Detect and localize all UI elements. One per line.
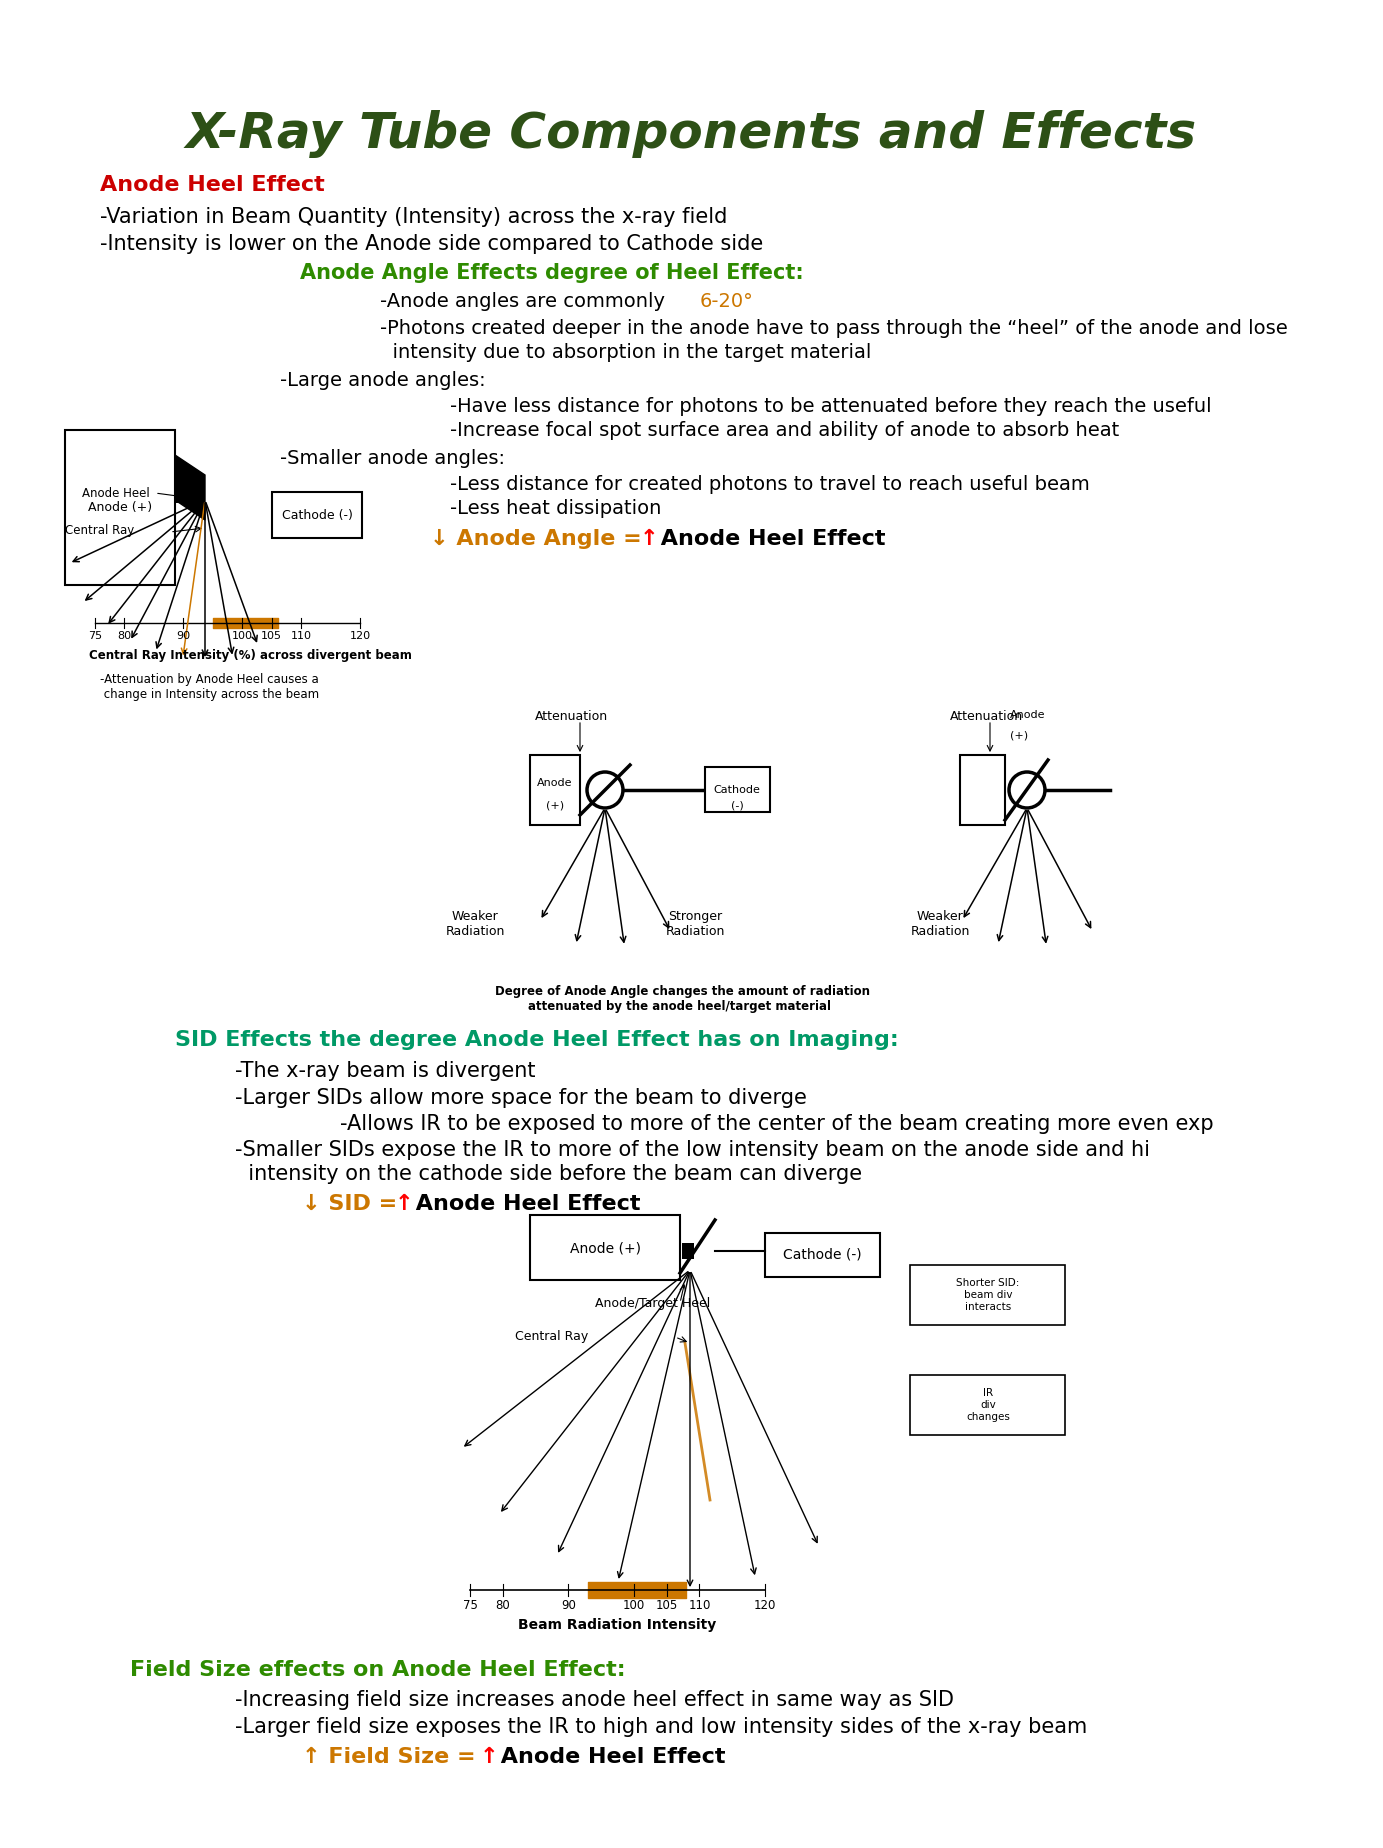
Text: 90: 90	[561, 1599, 575, 1611]
Text: ↓ Anode Angle =: ↓ Anode Angle =	[430, 529, 650, 549]
Text: Attenuation: Attenuation	[535, 710, 609, 723]
Bar	[530, 756, 579, 824]
Text: ↓ SID =: ↓ SID =	[301, 1194, 405, 1214]
Text: Anode Angle Effects degree of Heel Effect:: Anode Angle Effects degree of Heel Effec…	[300, 262, 804, 283]
Text: SID Effects the degree Anode Heel Effect has on Imaging:: SID Effects the degree Anode Heel Effect…	[176, 1029, 899, 1050]
Text: 105: 105	[261, 630, 282, 641]
Text: 100: 100	[622, 1599, 644, 1611]
Text: Weaker
Radiation: Weaker Radiation	[445, 909, 505, 939]
Text: ↑: ↑	[640, 529, 658, 549]
Text: intensity on the cathode side before the beam can diverge: intensity on the cathode side before the…	[235, 1164, 862, 1185]
Text: ↑: ↑	[396, 1194, 414, 1214]
Bar	[176, 497, 205, 503]
Text: (-): (-)	[730, 800, 744, 809]
Text: Central Ray Intensity (%) across divergent beam: Central Ray Intensity (%) across diverge…	[89, 649, 411, 662]
Text: -Smaller SIDs expose the IR to more of the low intensity beam on the anode side : -Smaller SIDs expose the IR to more of t…	[235, 1140, 1151, 1161]
Text: 110: 110	[290, 630, 311, 641]
Text: Anode Heel Effect: Anode Heel Effect	[100, 176, 325, 196]
Text: -Variation in Beam Quantity (Intensity) across the x-ray field: -Variation in Beam Quantity (Intensity) …	[100, 207, 727, 227]
Text: -Larger SIDs allow more space for the beam to diverge: -Larger SIDs allow more space for the be…	[235, 1088, 806, 1109]
Text: 120: 120	[350, 630, 371, 641]
Text: Anode Heel Effect: Anode Heel Effect	[653, 529, 885, 549]
Text: 75: 75	[462, 1599, 477, 1611]
Text: 105: 105	[656, 1599, 678, 1611]
Text: -Increasing field size increases anode heel effect in same way as SID: -Increasing field size increases anode h…	[235, 1691, 954, 1709]
Text: (+): (+)	[1010, 730, 1028, 739]
Bar	[960, 756, 1005, 824]
Text: ↑ Field Size =: ↑ Field Size =	[301, 1746, 484, 1767]
Text: Weaker
Radiation: Weaker Radiation	[910, 909, 969, 939]
Bar	[65, 431, 176, 586]
Bar	[530, 1214, 680, 1281]
Bar	[705, 767, 770, 811]
Text: Stronger
Radiation: Stronger Radiation	[665, 909, 725, 939]
Text: Anode (+): Anode (+)	[570, 1242, 640, 1255]
Text: 80: 80	[118, 630, 131, 641]
Text: Attenuation: Attenuation	[950, 710, 1023, 723]
Text: Anode: Anode	[537, 778, 573, 787]
Text: IR
div
changes: IR div changes	[967, 1388, 1010, 1421]
Text: -Larger field size exposes the IR to high and low intensity sides of the x-ray b: -Larger field size exposes the IR to hig…	[235, 1717, 1087, 1737]
Text: 100: 100	[232, 630, 253, 641]
Text: 90: 90	[176, 630, 191, 641]
Text: -Allows IR to be exposed to more of the center of the beam creating more even ex: -Allows IR to be exposed to more of the …	[340, 1114, 1214, 1135]
Bar	[910, 1375, 1065, 1436]
Text: Anode Heel: Anode Heel	[82, 488, 149, 501]
Bar	[765, 1233, 880, 1277]
Text: -Large anode angles:: -Large anode angles:	[279, 371, 485, 390]
Text: Beam Radiation Intensity: Beam Radiation Intensity	[519, 1619, 716, 1632]
Bar	[272, 492, 362, 538]
Text: 80: 80	[495, 1599, 510, 1611]
Text: 75: 75	[89, 630, 102, 641]
Text: -Anode angles are commonly: -Anode angles are commonly	[380, 292, 671, 310]
Text: 6-20°: 6-20°	[700, 292, 754, 310]
Text: ↑: ↑	[480, 1746, 499, 1767]
Text: Central Ray: Central Ray	[65, 525, 134, 538]
Text: Field Size effects on Anode Heel Effect:: Field Size effects on Anode Heel Effect:	[130, 1660, 625, 1680]
Text: 110: 110	[689, 1599, 711, 1611]
Text: -Less heat dissipation: -Less heat dissipation	[449, 499, 661, 517]
Text: -Increase focal spot surface area and ability of anode to absorb heat: -Increase focal spot surface area and ab…	[449, 421, 1119, 440]
Text: -Have less distance for photons to be attenuated before they reach the useful: -Have less distance for photons to be at…	[449, 397, 1212, 416]
Text: -Photons created deeper in the anode have to pass through the “heel” of the anod: -Photons created deeper in the anode hav…	[380, 320, 1288, 338]
Text: Cathode (-): Cathode (-)	[282, 508, 353, 521]
Text: Anode (+): Anode (+)	[89, 501, 152, 514]
Bar	[682, 1244, 694, 1258]
Text: Anode: Anode	[1010, 710, 1046, 721]
Polygon shape	[176, 455, 205, 519]
Text: 120: 120	[754, 1599, 776, 1611]
Text: Anode Heel Effect: Anode Heel Effect	[492, 1746, 726, 1767]
Text: Central Ray: Central Ray	[514, 1331, 588, 1343]
Text: -Smaller anode angles:: -Smaller anode angles:	[279, 449, 505, 468]
Text: -Less distance for created photons to travel to reach useful beam: -Less distance for created photons to tr…	[449, 475, 1090, 493]
Text: Cathode (-): Cathode (-)	[783, 1247, 862, 1262]
Text: Anode Heel Effect: Anode Heel Effect	[408, 1194, 640, 1214]
Text: -The x-ray beam is divergent: -The x-ray beam is divergent	[235, 1061, 535, 1081]
Text: Cathode: Cathode	[714, 785, 761, 795]
Bar	[910, 1266, 1065, 1325]
Text: intensity due to absorption in the target material: intensity due to absorption in the targe…	[380, 344, 871, 362]
Text: -Intensity is lower on the Anode side compared to Cathode side: -Intensity is lower on the Anode side co…	[100, 235, 763, 253]
Text: Degree of Anode Angle changes the amount of radiation
        attenuated by the : Degree of Anode Angle changes the amount…	[495, 985, 870, 1013]
Text: X-Ray Tube Components and Effects: X-Ray Tube Components and Effects	[185, 111, 1196, 157]
Text: (+): (+)	[546, 800, 564, 809]
Text: Anode/Target Heel: Anode/Target Heel	[595, 1297, 711, 1310]
Text: -Attenuation by Anode Heel causes a
 change in Intensity across the beam: -Attenuation by Anode Heel causes a chan…	[100, 673, 319, 700]
Text: Shorter SID:
beam div
interacts: Shorter SID: beam div interacts	[956, 1279, 1019, 1312]
